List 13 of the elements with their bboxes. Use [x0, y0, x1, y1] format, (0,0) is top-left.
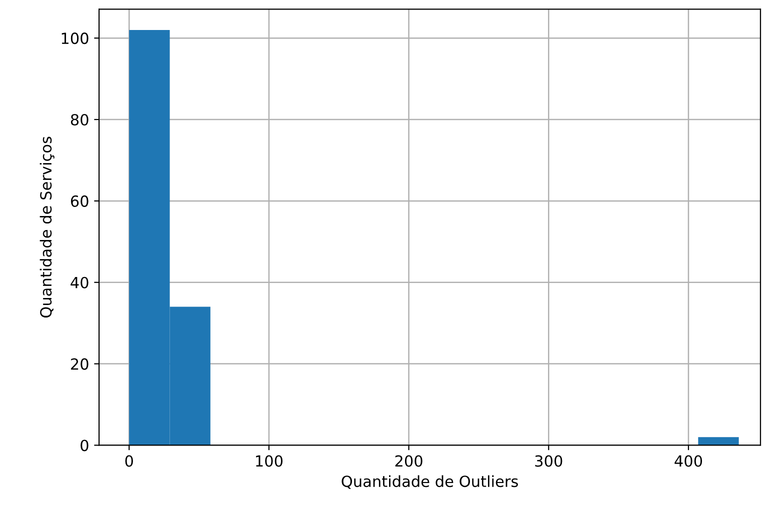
x-axis-title: Quantidade de Outliers	[342, 475, 518, 489]
x-tick-label: 0	[125, 455, 133, 467]
x-tick-label: 400	[674, 455, 702, 467]
y-tick-label: 20	[71, 358, 88, 370]
y-axis-title: Quantidade de Serviços	[40, 136, 54, 318]
x-tick-label: 200	[395, 455, 422, 467]
y-tick-label: 100	[62, 32, 88, 44]
x-tick-label: 300	[535, 455, 562, 467]
y-tick-label: 80	[70, 114, 88, 126]
y-tick-label: 0	[80, 440, 88, 452]
y-tick-label: 40	[70, 276, 88, 288]
y-tick-label: 60	[70, 195, 88, 207]
x-tick-label: 100	[256, 455, 283, 467]
